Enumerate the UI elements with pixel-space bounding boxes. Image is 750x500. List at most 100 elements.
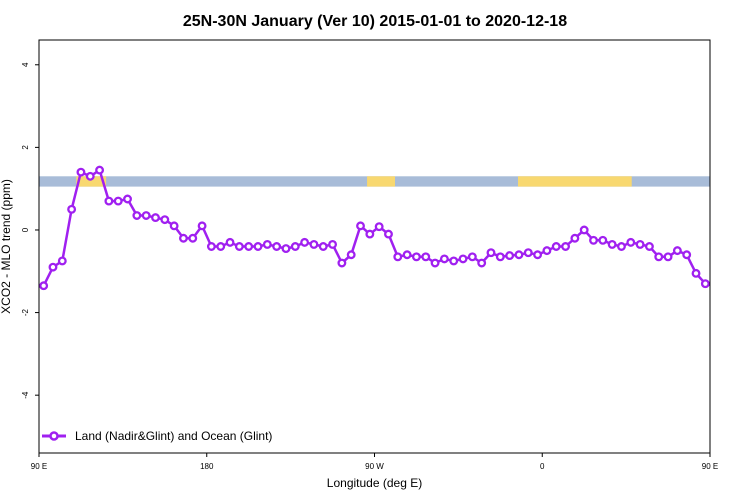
data-point <box>244 242 254 251</box>
data-point <box>113 196 123 206</box>
data-point <box>561 242 570 251</box>
data-point <box>477 258 487 268</box>
data-point <box>607 239 617 249</box>
x-tick-label: 180 <box>200 462 214 471</box>
data-point <box>721 264 728 271</box>
data-point <box>85 171 95 181</box>
data-point <box>300 237 310 247</box>
y-axis-label: XCO2 - MLO trend (ppm) <box>0 179 13 314</box>
data-point <box>672 246 682 256</box>
data-point <box>663 252 673 262</box>
data-point <box>48 262 58 272</box>
legend-label: Land (Nadir&Glint) and Ocean (Glint) <box>75 429 272 443</box>
data-point <box>216 242 226 251</box>
x-tick-label: 90 E <box>31 462 47 471</box>
data-point <box>402 250 412 260</box>
data-point <box>486 248 496 258</box>
data-point <box>169 221 179 231</box>
data-point <box>711 282 718 289</box>
data-point <box>151 213 160 223</box>
x-tick-label: 90 E <box>702 462 718 471</box>
data-point <box>730 258 737 265</box>
data-point <box>262 239 272 249</box>
data-point <box>328 239 338 249</box>
data-point <box>253 242 263 251</box>
legend-marker-swatch <box>49 431 59 441</box>
data-point <box>393 252 403 262</box>
data-point <box>654 252 664 262</box>
data-point <box>188 233 198 243</box>
data-point <box>551 242 561 251</box>
y-tick-label: 0 <box>21 227 30 232</box>
data-point <box>439 254 449 264</box>
data-point <box>346 250 356 260</box>
data-point <box>141 211 151 220</box>
legend: Land (Nadir&Glint) and Ocean (Glint) <box>42 429 272 443</box>
data-point <box>579 225 589 235</box>
data-point <box>76 167 86 177</box>
data-point <box>104 196 114 206</box>
data-point <box>290 242 300 251</box>
data-point <box>523 248 533 258</box>
data-point <box>635 239 645 249</box>
data-point <box>309 239 319 249</box>
data-point <box>430 258 440 268</box>
data-point <box>179 233 188 243</box>
data-point <box>95 165 105 175</box>
data-point <box>206 242 216 251</box>
data-point <box>467 252 477 262</box>
land-ocean-strip <box>39 176 710 187</box>
y-tick-label: -4 <box>21 391 30 399</box>
data-point <box>449 256 459 266</box>
series-layer <box>39 165 746 291</box>
x-axis: 90 E 180 90 W 0 90 E <box>31 453 718 471</box>
chart-title: 25N-30N January (Ver 10) 2015-01-01 to 2… <box>183 13 567 30</box>
data-point <box>505 251 515 261</box>
series-line <box>42 168 710 287</box>
data-point <box>356 221 365 231</box>
x-tick-label: 90 W <box>365 462 384 471</box>
land-segment <box>76 176 107 187</box>
data-point <box>598 235 608 245</box>
data-point <box>570 233 580 243</box>
data-point <box>160 215 170 225</box>
data-point <box>234 242 244 251</box>
x-axis-label: Longitude (deg E) <box>327 476 422 490</box>
data-point <box>700 279 710 289</box>
x-tick-label: 0 <box>540 462 545 471</box>
data-point <box>421 252 431 262</box>
data-point <box>123 194 132 204</box>
y-tick-label: -2 <box>21 308 30 316</box>
data-point <box>533 250 543 260</box>
data-point <box>542 246 552 256</box>
data-point <box>644 242 654 251</box>
data-point <box>384 229 393 239</box>
data-point <box>318 242 328 251</box>
data-point <box>589 235 598 245</box>
y-axis: -4 -2 0 2 4 <box>21 62 39 399</box>
data-point <box>272 242 282 251</box>
data-point <box>57 256 67 266</box>
y-tick-label: 4 <box>21 62 30 67</box>
data-point <box>691 268 701 278</box>
data-point <box>39 281 49 291</box>
data-point <box>197 221 207 231</box>
land-segment <box>367 176 396 187</box>
data-point <box>337 258 347 268</box>
data-point <box>225 237 235 247</box>
data-point <box>739 206 746 213</box>
data-point <box>514 250 524 260</box>
data-point <box>626 237 636 247</box>
data-point <box>495 252 505 262</box>
data-point <box>132 211 142 220</box>
data-point <box>682 250 692 260</box>
data-point <box>67 204 77 214</box>
data-point <box>617 242 626 251</box>
y-tick-label: 2 <box>21 145 30 150</box>
data-point <box>374 222 384 232</box>
data-point <box>281 244 291 254</box>
land-segment <box>518 176 632 187</box>
data-point <box>411 252 421 262</box>
data-point <box>365 229 375 239</box>
